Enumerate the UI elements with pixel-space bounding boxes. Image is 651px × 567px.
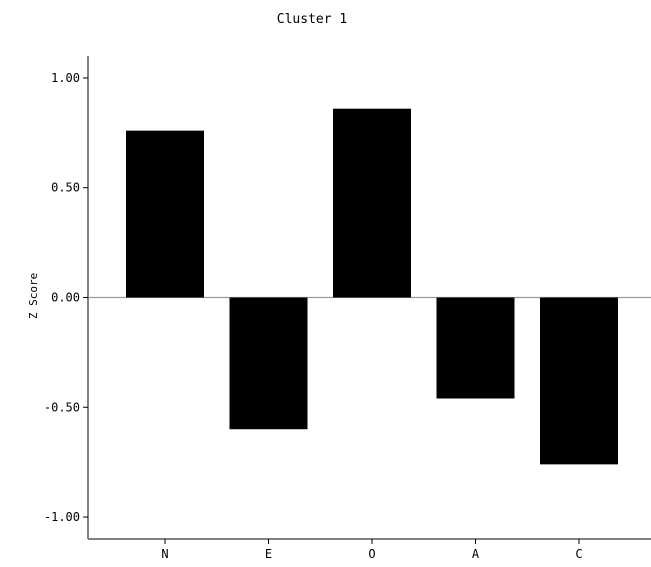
y-axis-label: Z Score [27,273,40,319]
x-tick-label-e: E [265,547,272,561]
bar-n [126,130,204,298]
chart-title: Cluster 1 [277,12,347,27]
bar-e [229,297,308,430]
y-tick-label: 0.50 [51,181,80,195]
bar-o [333,108,411,298]
plot-area: 1.00 0.50 0.00 -0.50 -1.00 N E O A C [44,56,651,561]
y-tick-label: 0.00 [51,291,80,305]
x-tick-label-n: N [161,547,168,561]
y-tick-label: -1.00 [44,510,80,524]
y-tick-label: -0.50 [44,400,80,414]
x-tick-label-c: C [575,547,582,561]
bar-c [540,297,618,465]
bar-a [436,297,515,399]
y-tick-label: 1.00 [51,71,80,85]
x-tick-label-o: O [368,547,375,561]
x-tick-label-a: A [472,547,480,561]
